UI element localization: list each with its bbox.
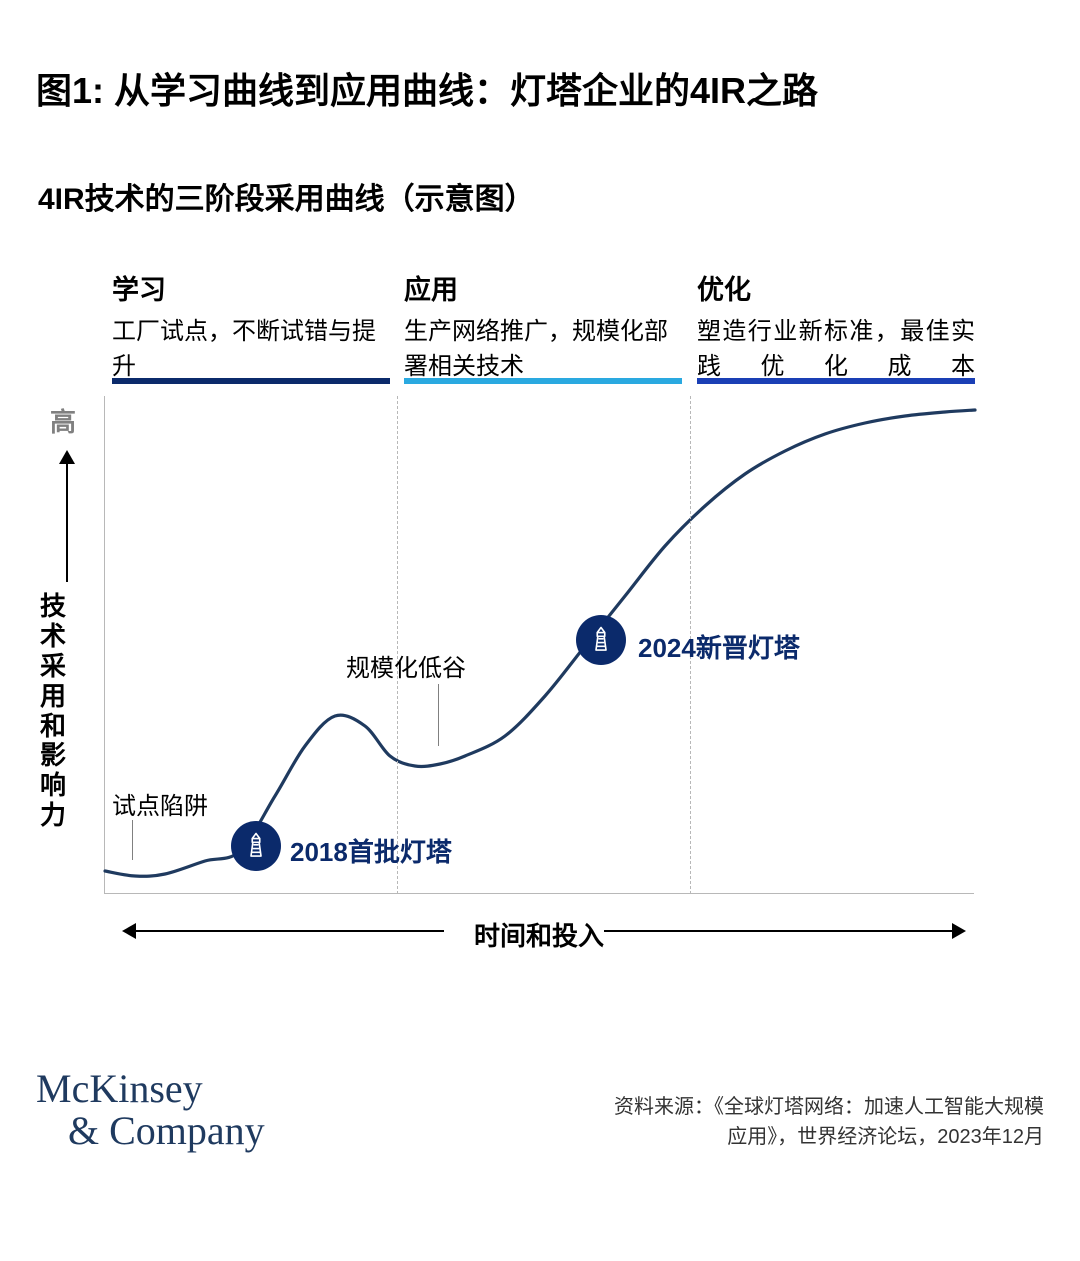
phase-header-1: 应用生产网络推广，规模化部署相关技术: [404, 268, 682, 381]
source-citation: 资料来源：《全球灯塔网络：加速人工智能大规模 应用》，世界经济论坛，2023年1…: [520, 1092, 1044, 1152]
logo-line1: McKinsey: [36, 1068, 265, 1110]
phase-desc: 生产网络推广，规模化部署相关技术: [404, 311, 682, 381]
phase-title: 应用: [404, 268, 682, 307]
page-title: 图1: 从学习曲线到应用曲线：灯塔企业的4IR之路: [36, 62, 818, 114]
lighthouse-icon: [586, 625, 616, 655]
x-axis-arrow-line: [604, 930, 954, 932]
y-axis-label: 技术采用和影响力: [38, 592, 68, 831]
lighthouse-marker-0: [231, 821, 281, 871]
y-axis-high-label: 高: [50, 402, 76, 439]
logo-line2: & Company: [36, 1110, 265, 1152]
lighthouse-marker-label: 2024新晋灯塔: [638, 628, 800, 665]
chart-plot-area: [104, 396, 974, 894]
phase-desc: 工厂试点，不断试错与提升: [112, 311, 390, 381]
subtitle: 4IR技术的三阶段采用曲线（示意图）: [38, 174, 535, 218]
x-axis-label: 时间和投入: [104, 916, 974, 953]
lighthouse-marker-1: [576, 615, 626, 665]
annotation-tick: [438, 684, 439, 746]
lighthouse-icon: [241, 831, 271, 861]
y-axis-arrow-line: [66, 462, 68, 582]
phase-desc: 塑造行业新标准，最佳实践优化成本: [697, 311, 975, 381]
phase-title: 学习: [112, 268, 390, 307]
y-axis-arrow-head: [59, 450, 75, 464]
phase-header-0: 学习工厂试点，不断试错与提升: [112, 268, 390, 381]
phase-underline: [404, 378, 682, 384]
phase-divider: [397, 396, 398, 894]
phase-underline: [697, 378, 975, 384]
source-line1: 资料来源：《全球灯塔网络：加速人工智能大规模: [520, 1092, 1044, 1122]
phase-header-2: 优化塑造行业新标准，最佳实践优化成本: [697, 268, 975, 381]
source-line2: 应用》，世界经济论坛，2023年12月: [520, 1122, 1044, 1152]
phase-underline: [112, 378, 390, 384]
phase-title: 优化: [697, 268, 975, 307]
pilot-trap-label: 试点陷阱: [112, 786, 208, 821]
annotation-tick: [132, 820, 133, 860]
lighthouse-marker-label: 2018首批灯塔: [290, 832, 452, 869]
adoption-curve: [105, 396, 975, 894]
mckinsey-logo: McKinsey & Company: [36, 1068, 265, 1152]
scale-valley-label: 规模化低谷: [346, 648, 466, 683]
